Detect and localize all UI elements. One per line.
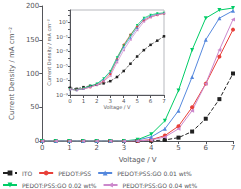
svg-text:4: 4 <box>149 144 154 152</box>
svg-text:6: 6 <box>149 98 153 104</box>
svg-text:PEDOT:PSS: PEDOT:PSS <box>58 170 91 177</box>
svg-text:6: 6 <box>204 144 209 152</box>
svg-text:10⁻³: 10⁻³ <box>56 48 68 54</box>
svg-text:150: 150 <box>26 36 39 44</box>
svg-text:7: 7 <box>162 98 166 104</box>
svg-text:1: 1 <box>67 144 71 152</box>
svg-text:3: 3 <box>109 98 113 104</box>
svg-text:Voltage / V: Voltage / V <box>119 156 157 164</box>
svg-text:Voltage / V: Voltage / V <box>103 104 131 111</box>
svg-text:PEDOT:PSS:GO 0.02 wt%: PEDOT:PSS:GO 0.02 wt% <box>22 182 97 189</box>
svg-text:2: 2 <box>95 98 99 104</box>
svg-text:0: 0 <box>68 98 72 104</box>
svg-text:10⁻⁹: 10⁻⁹ <box>56 92 68 98</box>
svg-text:Current Density / mA cm⁻²: Current Density / mA cm⁻² <box>46 19 53 85</box>
svg-text:10⁻¹: 10⁻¹ <box>56 34 68 40</box>
svg-text:2: 2 <box>95 144 99 152</box>
svg-text:5: 5 <box>135 98 139 104</box>
svg-text:0: 0 <box>35 137 39 145</box>
svg-text:5: 5 <box>176 144 180 152</box>
svg-text:PEDOT:PSS:GO 0.01 wt%: PEDOT:PSS:GO 0.01 wt% <box>117 170 192 177</box>
svg-text:10⁻⁷: 10⁻⁷ <box>56 77 68 83</box>
svg-text:10⁻⁵: 10⁻⁵ <box>56 63 68 69</box>
svg-text:PEDOT:PSS:GO 0.04 wt%: PEDOT:PSS:GO 0.04 wt% <box>123 182 198 189</box>
svg-text:4: 4 <box>122 98 126 104</box>
svg-text:0: 0 <box>40 144 44 152</box>
svg-text:1: 1 <box>82 98 86 104</box>
svg-text:3: 3 <box>122 144 126 152</box>
svg-text:100: 100 <box>26 70 39 78</box>
svg-text:50: 50 <box>30 103 39 111</box>
svg-text:200: 200 <box>26 2 39 10</box>
svg-text:Current Density / mA cm⁻²: Current Density / mA cm⁻² <box>8 27 16 120</box>
svg-text:7: 7 <box>231 144 235 152</box>
svg-text:10¹: 10¹ <box>59 19 68 25</box>
svg-text:ITO: ITO <box>22 170 32 177</box>
